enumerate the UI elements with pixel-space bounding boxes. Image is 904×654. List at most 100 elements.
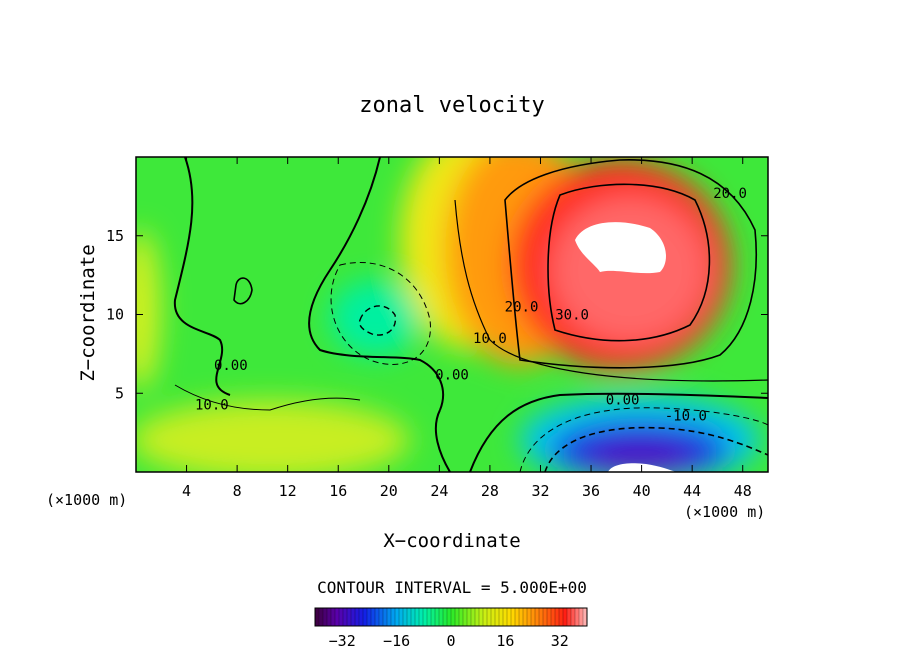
colorbar-cell (479, 608, 484, 626)
colorbar-cell (355, 608, 360, 626)
contour-zero-lower-right (469, 392, 768, 472)
colorbar-cell (323, 608, 328, 626)
colorbar-frame (314, 607, 588, 627)
colorbar-cell (459, 608, 464, 626)
colorbar-cell (443, 608, 448, 626)
contour-neg-five (519, 407, 768, 472)
contour-label: 0.00 (606, 393, 640, 409)
colorbar-cell (467, 608, 472, 626)
colorbar-cell (571, 608, 576, 626)
colorbar-tick-label: 16 (496, 632, 514, 650)
colorbar-cell (491, 608, 496, 626)
contour-label: 10.0 (473, 331, 507, 347)
contour-label: 20.0 (505, 300, 539, 316)
contour-label: -10.0 (665, 408, 707, 424)
field-violet-core (585, 442, 695, 472)
field-cyan-patch (330, 280, 420, 356)
y-tick-label: 15 (106, 227, 124, 245)
colorbar-cell (399, 608, 404, 626)
colorbar-cell (447, 608, 452, 626)
colorbar-cell (527, 608, 532, 626)
colorbar-cell (371, 608, 376, 626)
x-tick-label: 32 (531, 482, 549, 500)
contour-ten-right (454, 199, 768, 382)
colorbar-cell (567, 608, 572, 626)
colorbar-cell (475, 608, 480, 626)
colorbar-cell (547, 608, 552, 626)
colorbar-cell (407, 608, 412, 626)
contour-label: 20.0 (713, 186, 747, 202)
y-tick-label: 5 (115, 384, 124, 402)
contour-interval-text: CONTOUR INTERVAL = 5.000E+00 (317, 578, 587, 597)
colorbar-cell (511, 608, 516, 626)
colorbar-cell (535, 608, 540, 626)
colorbar-cell (375, 608, 380, 626)
colorbar-cell (555, 608, 560, 626)
x-axis-units-right: (×1000 m) (684, 503, 765, 521)
contour-label: 10.0 (195, 397, 229, 413)
field-yellow-low (136, 400, 410, 472)
contour-label: 0.00 (435, 367, 469, 383)
colorbar-cell (339, 608, 344, 626)
colorbar-cell (315, 608, 320, 626)
chart-title: zonal velocity (359, 93, 544, 118)
colorbar-cell (343, 608, 348, 626)
max-region-white (575, 222, 666, 274)
colorbar-cell (335, 608, 340, 626)
colorbar-cell (487, 608, 492, 626)
colorbar-cell (363, 608, 368, 626)
y-axis-ticks: 5 10 15 (106, 227, 768, 402)
contour-neg-ten (544, 426, 768, 472)
colorbar-cell (319, 608, 324, 626)
colorbar-cell (471, 608, 476, 626)
x-tick-label: 24 (430, 482, 448, 500)
colorbar-tick-label: 0 (446, 632, 455, 650)
contour-blob-left (233, 277, 253, 305)
colorbar-cell (551, 608, 556, 626)
x-tick-label: 20 (380, 482, 398, 500)
colorbar-cell (523, 608, 528, 626)
colorbar-cell (563, 608, 568, 626)
colorbar-cell (403, 608, 408, 626)
colorbar-cell (395, 608, 400, 626)
colorbar-tick-label: 32 (551, 632, 569, 650)
colorbar-cell (559, 608, 564, 626)
colorbar-cell (383, 608, 388, 626)
y-tick-label: 10 (106, 306, 124, 324)
colorbar-cell (451, 608, 456, 626)
contour-lines (173, 157, 768, 472)
colorbar (314, 607, 588, 627)
colorbar-cell (359, 608, 364, 626)
colorbar-cell (427, 608, 432, 626)
colorbar-cell (379, 608, 384, 626)
colorbar-cell (367, 608, 372, 626)
colorbar-cell (351, 608, 356, 626)
x-tick-label: 44 (683, 482, 701, 500)
colorbar-cell (391, 608, 396, 626)
colorbar-cell (503, 608, 508, 626)
colorbar-cell (423, 608, 428, 626)
colorbar-cell (543, 608, 548, 626)
colorbar-cell (519, 608, 524, 626)
field-yellow-left (136, 230, 160, 390)
contour-twenty (504, 159, 758, 369)
colorbar-tick-label: −32 (329, 632, 356, 650)
colorbar-cell (327, 608, 332, 626)
x-tick-label: 12 (279, 482, 297, 500)
x-tick-label: 48 (734, 482, 752, 500)
x-tick-label: 28 (481, 482, 499, 500)
colorbar-cell (531, 608, 536, 626)
contour-thirty (547, 183, 711, 342)
colorbar-cell (411, 608, 416, 626)
x-tick-label: 8 (233, 482, 242, 500)
x-axis-units-left: (×1000 m) (46, 491, 127, 509)
contour-zero-left (173, 157, 231, 396)
x-tick-label: 4 (182, 482, 191, 500)
colorbar-cell (331, 608, 336, 626)
colorbar-cell (439, 608, 444, 626)
colorbar-cell (483, 608, 488, 626)
x-tick-label: 40 (633, 482, 651, 500)
x-tick-label: 36 (582, 482, 600, 500)
contour-neg-small (358, 305, 397, 336)
